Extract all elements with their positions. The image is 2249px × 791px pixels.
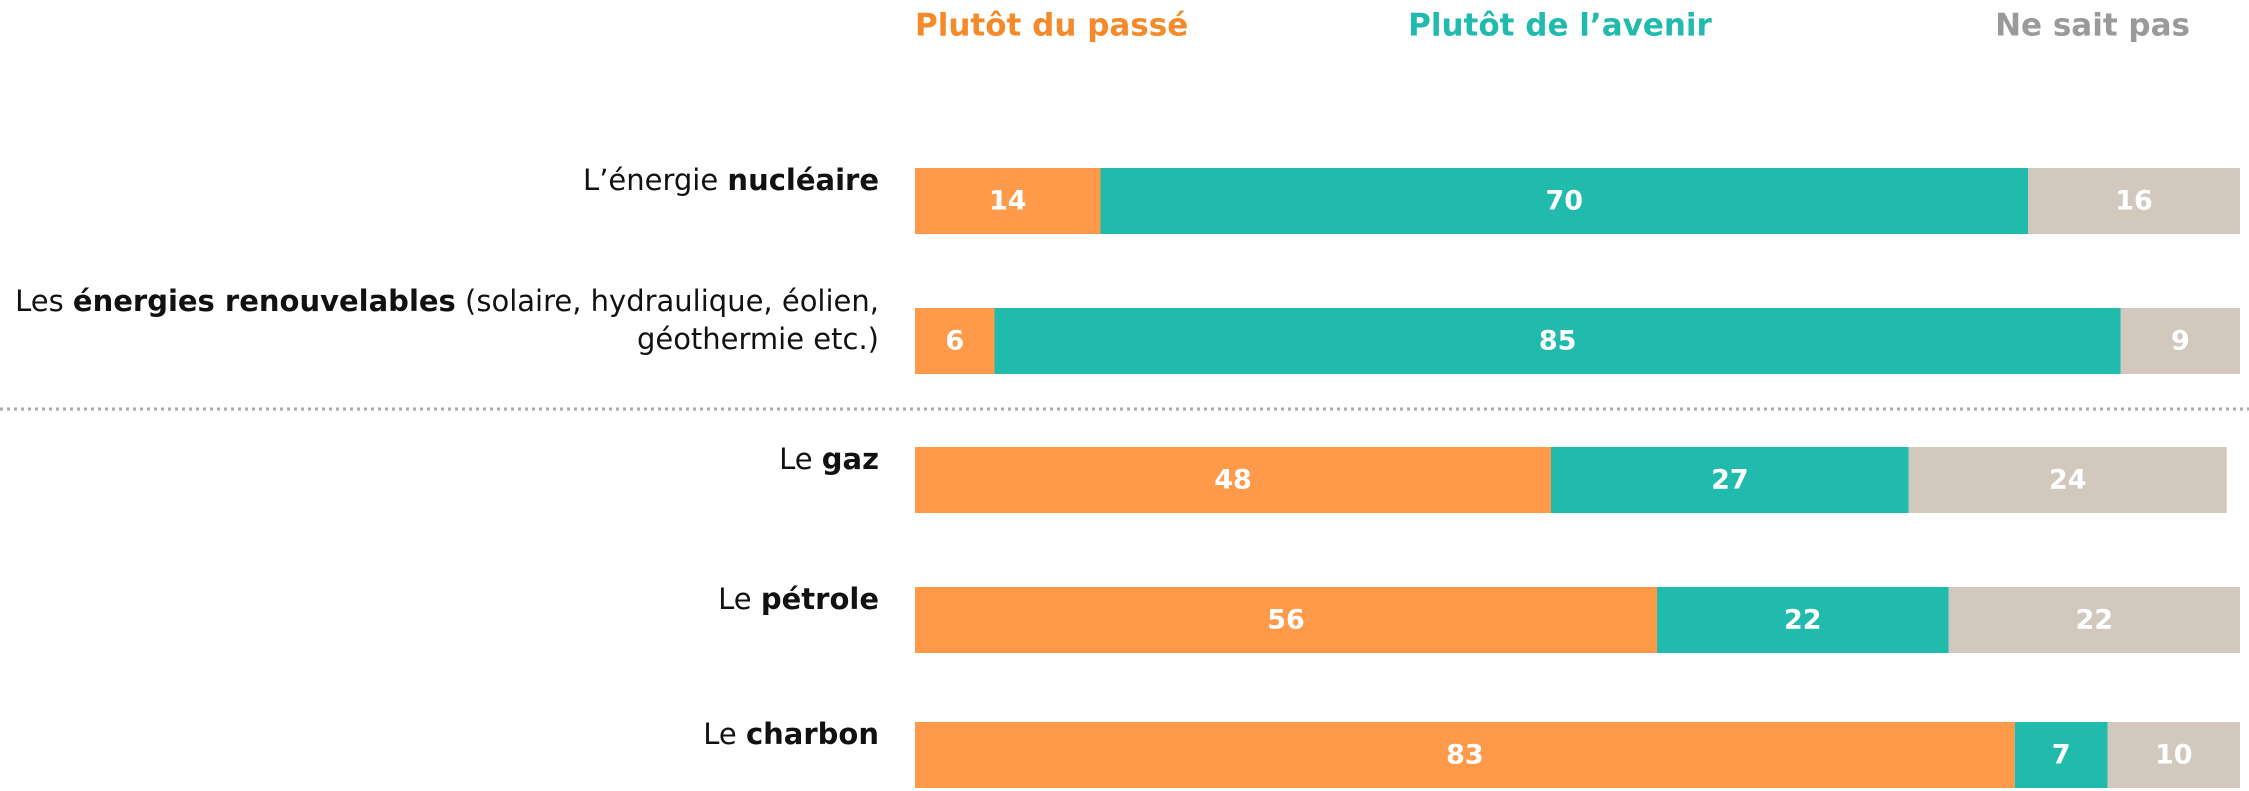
category-label: géothermie etc.): [637, 322, 879, 356]
value-label: 6: [945, 326, 964, 357]
category-label-part: Le: [703, 717, 746, 751]
bar-segment: [1908, 447, 2227, 513]
value-label: 9: [2171, 326, 2190, 357]
bar-segment: [1551, 447, 1909, 513]
value-label: 14: [989, 186, 1027, 217]
category-label-part: (solaire, hydraulique, éolien,: [456, 284, 879, 318]
category-label-part: gaz: [822, 442, 879, 476]
category-label-part: pétrole: [761, 582, 879, 616]
category-label-part: géothermie etc.): [637, 322, 879, 356]
bar-segment: [915, 308, 995, 374]
category-label-part: charbon: [746, 717, 879, 751]
value-label: 83: [1446, 740, 1484, 771]
value-label: 56: [1267, 605, 1305, 636]
bar-segment: [1100, 168, 2028, 234]
bar-segment: [2028, 168, 2240, 234]
category-label-part: Les: [15, 284, 73, 318]
value-label: 85: [1539, 326, 1577, 357]
value-label: 22: [1784, 605, 1822, 636]
category-label-part: énergies renouvelables: [73, 284, 456, 318]
category-label: Les énergies renouvelables (solaire, hyd…: [15, 284, 879, 318]
value-label: 16: [2115, 186, 2153, 217]
bar-segment: [915, 587, 1657, 653]
bar-segment: [2120, 308, 2240, 374]
value-label: 48: [1214, 465, 1252, 496]
category-label-part: L’énergie: [583, 163, 727, 197]
bar-segment: [915, 168, 1101, 234]
bar-segment: [915, 447, 1551, 513]
category-label: Le charbon: [703, 717, 879, 751]
category-label-part: Le: [718, 582, 761, 616]
value-label: 27: [1711, 465, 1749, 496]
value-label: 7: [2052, 740, 2071, 771]
legend-label: Plutôt de l’avenir: [1408, 8, 1712, 44]
legend-label: Ne sait pas: [1995, 8, 2190, 44]
bar-segment: [915, 722, 2015, 788]
category-label-part: nucléaire: [727, 163, 879, 197]
bar-segment: [2014, 722, 2108, 788]
value-label: 10: [2155, 740, 2193, 771]
legend-label: Plutôt du passé: [915, 8, 1188, 44]
value-label: 24: [2049, 465, 2087, 496]
category-label: Le pétrole: [718, 582, 879, 616]
bar-segment: [1657, 587, 1949, 653]
category-label: Le gaz: [779, 442, 879, 476]
value-label: 22: [2075, 605, 2113, 636]
bar-segment: [2107, 722, 2240, 788]
category-label-part: Le: [779, 442, 822, 476]
value-label: 70: [1545, 186, 1583, 217]
category-label: L’énergie nucléaire: [583, 163, 879, 197]
bar-segment: [994, 308, 2121, 374]
bar-segment: [1948, 587, 2240, 653]
